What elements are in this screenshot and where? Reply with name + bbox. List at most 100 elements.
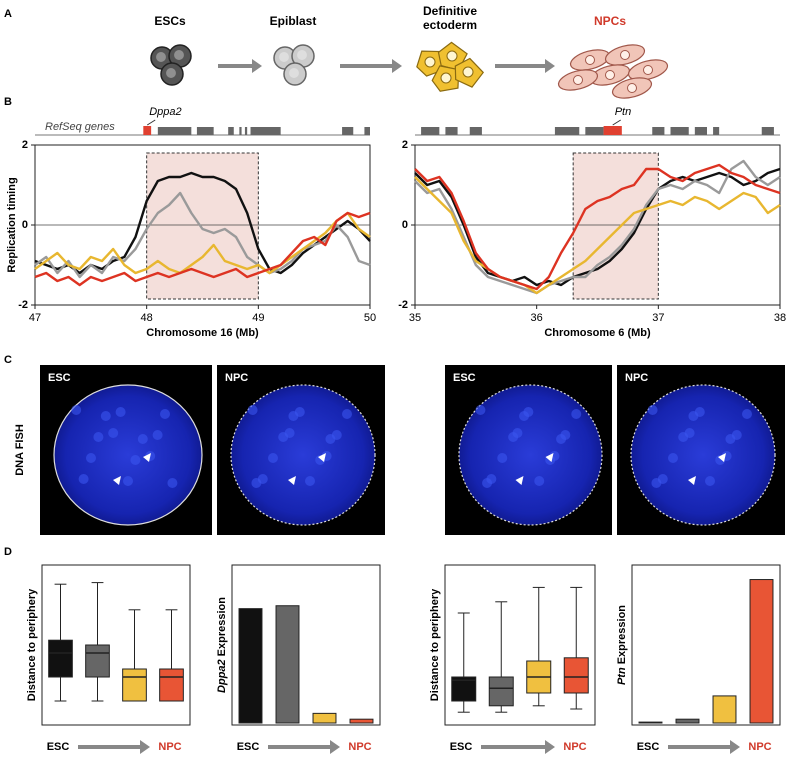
- highlight-region: [572, 152, 659, 300]
- ecto-nucleus: [424, 56, 436, 68]
- npc-nucleus: [627, 83, 637, 93]
- chromocenter: [475, 405, 486, 415]
- fish-arrowhead: [688, 476, 696, 485]
- gene-block: [585, 127, 604, 135]
- gene-block: [554, 127, 580, 135]
- chromocenter: [342, 409, 352, 419]
- chromocenter: [508, 432, 519, 442]
- panel-label: A: [4, 8, 12, 20]
- plot-frame: [444, 564, 596, 726]
- y-axis-label: Distance to periphery: [429, 588, 441, 701]
- fish-arrowhead: [545, 453, 554, 462]
- series-line: [34, 211, 371, 275]
- fish-label: NPC: [225, 372, 248, 384]
- arrow-head: [730, 740, 740, 754]
- gene-block: [445, 127, 458, 135]
- fish-arrowhead: [113, 476, 121, 485]
- bar: [312, 712, 337, 724]
- x-start-label: ESC: [450, 741, 473, 753]
- npc-nucleus: [620, 50, 630, 60]
- gene-block: [157, 127, 192, 135]
- x-tick-label: 37: [652, 312, 664, 324]
- fish-label: ESC: [453, 372, 476, 384]
- fish-arrowhead: [718, 453, 726, 462]
- chromocenter: [167, 478, 178, 488]
- chromocenter: [100, 411, 111, 421]
- arrow-head: [140, 740, 150, 754]
- series-line: [34, 191, 371, 279]
- gene-block: [196, 127, 214, 135]
- nucleus: [53, 384, 203, 526]
- box: [488, 676, 514, 707]
- chromocenter: [268, 453, 278, 463]
- gene-block: [244, 127, 248, 135]
- y-tick-label: 0: [402, 219, 408, 231]
- chromocenter: [668, 453, 678, 463]
- chromocenter: [497, 453, 508, 463]
- chromocenter: [251, 478, 262, 488]
- npc-nucleus: [585, 55, 595, 65]
- fish-label: ESC: [48, 372, 71, 384]
- box: [122, 668, 147, 702]
- chromocenter: [325, 434, 336, 444]
- chromocenter: [71, 405, 82, 415]
- chromocenter: [647, 405, 658, 415]
- gene-block: [670, 127, 689, 135]
- series-line: [414, 167, 781, 287]
- y-axis-label: Ptn Expression: [616, 605, 628, 685]
- ecto-nucleus: [446, 50, 458, 62]
- panel-label: C: [4, 354, 12, 366]
- y-label-gene: Ptn: [616, 667, 628, 685]
- x-tick-label: 38: [774, 312, 786, 324]
- fish-arrowhead: [318, 453, 326, 462]
- x-end-label: NPC: [563, 741, 586, 753]
- y-tick-label: 2: [22, 139, 28, 151]
- x-axis-label: Chromosome 16 (Mb): [146, 327, 259, 339]
- nucleus: [230, 384, 376, 526]
- stage-label: Epiblast: [269, 14, 317, 28]
- gene-block: [342, 127, 354, 135]
- x-end-label: NPC: [158, 741, 181, 753]
- y-tick-label: 0: [22, 219, 28, 231]
- chromocenter: [571, 409, 582, 419]
- arrow-head: [392, 59, 402, 73]
- fish-arrowhead: [143, 453, 151, 462]
- gene-block: [364, 127, 370, 135]
- x-tick-label: 47: [29, 312, 41, 324]
- x-axis-label: Chromosome 6 (Mb): [544, 327, 651, 339]
- marked-gene: [143, 126, 152, 135]
- bar: [749, 579, 774, 724]
- bar: [675, 718, 700, 724]
- x-start-label: ESC: [47, 741, 70, 753]
- x-start-label: ESC: [237, 741, 260, 753]
- x-tick-label: 48: [141, 312, 153, 324]
- x-end-label: NPC: [348, 741, 371, 753]
- series-line: [414, 159, 781, 295]
- arrow-head: [252, 59, 262, 73]
- y-tick-label: 2: [402, 139, 408, 151]
- x-tick-label: 49: [252, 312, 264, 324]
- cell-nucleus: [289, 68, 299, 78]
- x-tick-label: 35: [409, 312, 421, 324]
- stage-label: Definitive ectoderm: [422, 4, 478, 32]
- chromocenter: [742, 409, 752, 419]
- x-start-label: ESC: [637, 741, 660, 753]
- gene-block: [469, 127, 482, 135]
- npc-nucleus: [605, 70, 615, 80]
- panel-label: D: [4, 546, 12, 558]
- chromocenter: [482, 478, 493, 488]
- stage-label: ESCs: [154, 14, 186, 28]
- y-axis-label: Dppa2 Expression: [216, 597, 228, 693]
- stage-label: NPCs: [593, 14, 626, 28]
- chromocenter: [705, 476, 715, 486]
- series-line: [34, 211, 371, 287]
- chromocenter: [108, 428, 119, 438]
- fish-arrowhead: [288, 476, 296, 485]
- chromocenter: [556, 434, 567, 444]
- cell-nucleus: [156, 52, 166, 62]
- y-label-gene: Dppa2: [216, 659, 228, 693]
- gene-block: [761, 127, 774, 135]
- chromocenter: [288, 411, 299, 421]
